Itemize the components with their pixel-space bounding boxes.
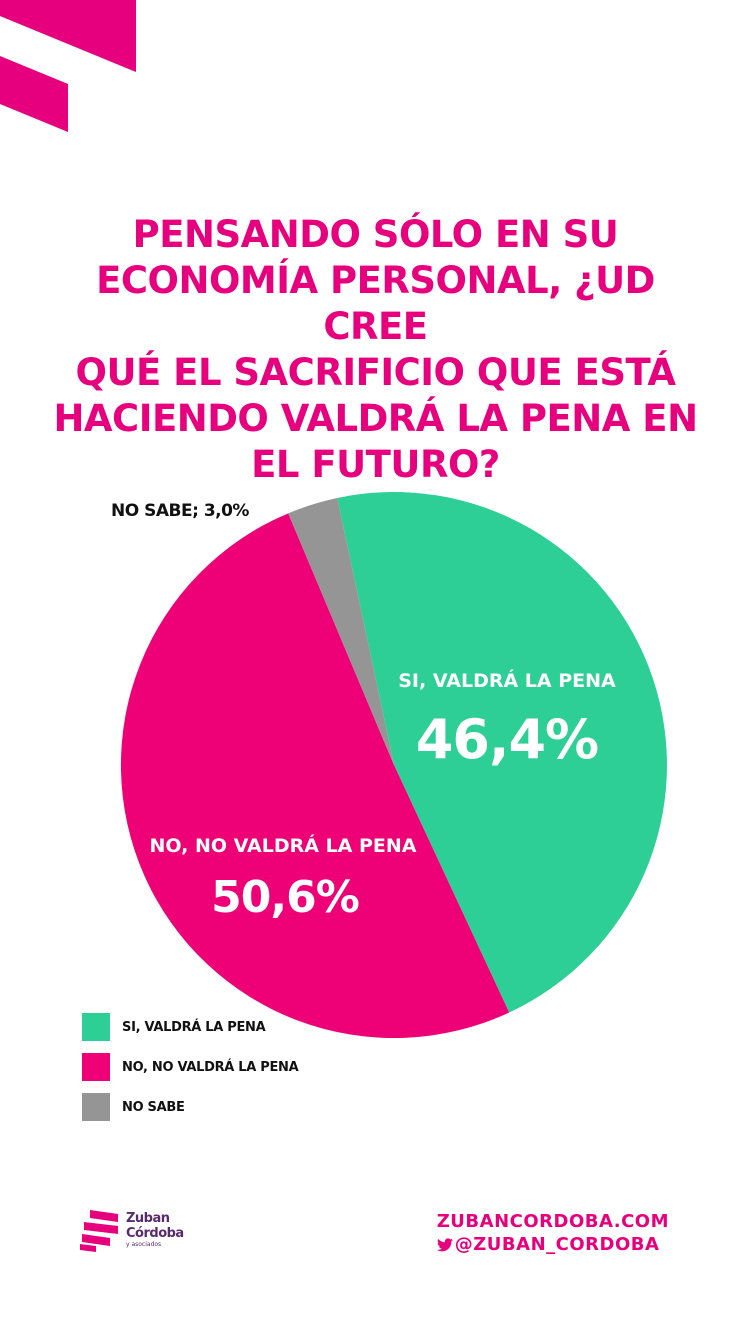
legend-swatch-ns [82, 1093, 110, 1121]
legend-label-si: SI, VALDRÁ LA PENA [122, 1019, 266, 1035]
zuban-cordoba-logo: Zuban Córdoba y asociados [80, 1208, 184, 1252]
twitter-icon [436, 1237, 453, 1251]
footer-links: ZUBANCORDOBA.COM @ZUBAN_CORDOBA [436, 1210, 669, 1256]
title-line: ECONOMÍA PERSONAL, ¿UD CREE [96, 259, 655, 348]
corner-stripes-decoration [0, 0, 136, 132]
slice-value-si: 46,4% [416, 708, 598, 771]
title-line: QUÉ EL SACRIFICIO QUE ESTÁ [75, 351, 676, 394]
pie-slices [120, 492, 667, 1039]
slice-label-ns: NO SABE; 3,0% [111, 501, 249, 521]
logo-mark-icon [80, 1210, 118, 1252]
logo-word-2: Córdoba [126, 1226, 184, 1241]
pie-slice-no [120, 513, 510, 1039]
legend-label-no: NO, NO VALDRÁ LA PENA [122, 1059, 299, 1075]
legend-swatch-si [82, 1013, 110, 1041]
twitter-link[interactable]: @ZUBAN_CORDOBA [436, 1233, 669, 1256]
pie-slice-si [337, 492, 667, 1013]
slice-label-no: NO, NO VALDRÁ LA PENA [149, 834, 416, 857]
legend-swatch-no [82, 1053, 110, 1081]
website-link[interactable]: ZUBANCORDOBA.COM [437, 1210, 669, 1233]
slice-label-si: SI, VALDRÁ LA PENA [398, 669, 616, 692]
stripe-bottom [0, 56, 68, 132]
title-line: EL FUTURO? [251, 443, 500, 486]
slice-value-no: 50,6% [211, 872, 359, 923]
legend-label-ns: NO SABE [122, 1099, 185, 1115]
legend-item-si: SI, VALDRÁ LA PENA [82, 1012, 298, 1042]
title-line: HACIENDO VALDRÁ LA PENA EN [53, 397, 698, 440]
stripe-top [0, 0, 136, 72]
legend-item-no: NO, NO VALDRÁ LA PENA [82, 1052, 299, 1082]
legend: SI, VALDRÁ LA PENA NO, NO VALDRÁ LA PENA… [82, 1012, 299, 1132]
chart-title: PENSANDO SÓLO EN SU ECONOMÍA PERSONAL, ¿… [40, 212, 711, 488]
logo-word-1: Zuban [126, 1211, 170, 1226]
website-text: ZUBANCORDOBA.COM [436, 1211, 669, 1232]
title-line: PENSANDO SÓLO EN SU [132, 213, 619, 256]
logo-subtitle: y asociados [126, 1241, 162, 1248]
twitter-handle: @ZUBAN_CORDOBA [454, 1234, 660, 1255]
pie-slice-ns [288, 497, 394, 765]
legend-item-ns: NO SABE [82, 1092, 298, 1122]
